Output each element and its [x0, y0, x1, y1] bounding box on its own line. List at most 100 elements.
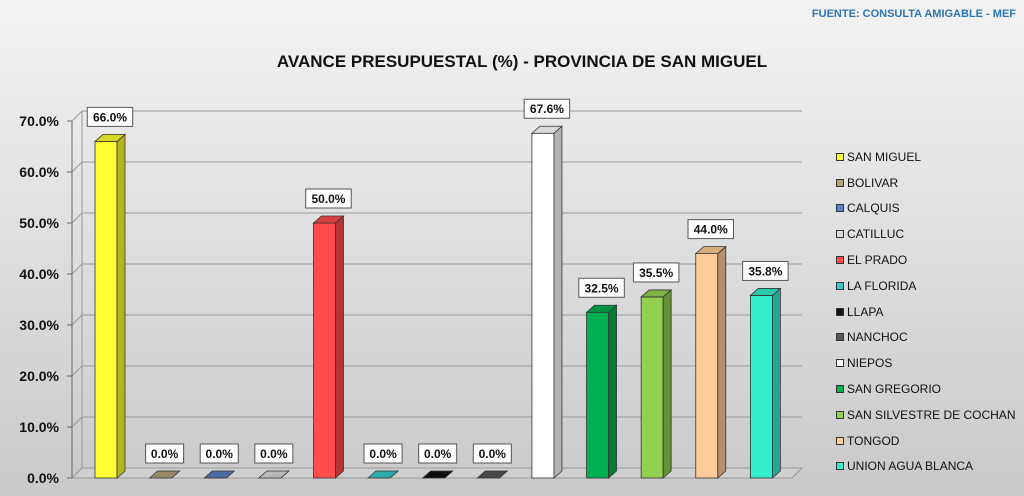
legend-label: NANCHOC — [847, 330, 908, 345]
y-tick-label: 60.0% — [19, 164, 59, 180]
legend-item: UNION AGUA BLANCA — [836, 454, 1022, 480]
bar — [148, 470, 181, 479]
legend-label: NIEPOS — [847, 356, 893, 371]
data-label: 32.5% — [578, 277, 625, 298]
legend-item: TONGOD — [836, 428, 1022, 454]
bar-front — [313, 222, 336, 479]
legend-swatch — [836, 307, 844, 316]
bar — [530, 125, 563, 479]
data-label-box — [418, 443, 458, 464]
gridline-slant — [71, 416, 83, 428]
bar-side — [116, 133, 126, 479]
gridline-slant — [71, 212, 83, 224]
legend-label: SAN MIGUEL — [847, 149, 922, 164]
legend-item: LLAPA — [836, 299, 1022, 325]
bar — [640, 289, 673, 479]
data-label-box — [363, 443, 403, 464]
bar — [476, 470, 509, 479]
legend-item: LA FLORIDA — [836, 273, 1022, 299]
legend-item: BOLIVAR — [836, 170, 1022, 196]
bar — [749, 287, 782, 479]
legend-item: CATILLUC — [836, 221, 1022, 247]
legend-label: SAN GREGORIO — [847, 382, 942, 397]
legend-swatch — [836, 256, 844, 265]
data-label-text: 50.0% — [311, 192, 345, 206]
bar-top — [367, 470, 400, 479]
legend-swatch — [836, 230, 844, 239]
bar-top — [530, 125, 563, 134]
data-label: 0.0% — [472, 443, 512, 464]
data-label-box — [523, 98, 571, 119]
legend-swatch — [836, 436, 844, 445]
legend-label: LA FLORIDA — [847, 278, 917, 293]
legend-item: NANCHOC — [836, 325, 1022, 351]
gridline-slant — [71, 314, 83, 326]
bar-top — [585, 304, 618, 313]
data-label-text: 32.5% — [585, 281, 619, 295]
data-label: 0.0% — [418, 443, 458, 464]
bar — [421, 470, 454, 479]
legend-swatch — [836, 462, 844, 471]
data-label-text: 0.0% — [479, 447, 507, 461]
legend-label: BOLIVAR — [847, 175, 899, 190]
bar — [257, 470, 290, 479]
legend-item: NIEPOS — [836, 350, 1022, 376]
gridline-slant — [71, 263, 83, 275]
source-note: FUENTE: CONSULTA AMIGABLE - MEF — [811, 8, 1016, 20]
data-label-text: 0.0% — [206, 447, 234, 461]
bar-front — [94, 140, 118, 479]
bar-front — [586, 311, 609, 479]
data-label: 67.6% — [523, 98, 571, 119]
legend-swatch — [836, 178, 844, 187]
legend-swatch — [836, 204, 844, 213]
data-label: 35.8% — [742, 260, 789, 281]
bar-top — [203, 470, 236, 479]
data-label-box — [578, 277, 625, 298]
legend-swatch — [836, 333, 844, 342]
bar-side — [717, 245, 727, 479]
gridline-slant — [71, 467, 83, 479]
bar-side — [608, 304, 617, 479]
data-label-box — [687, 219, 735, 240]
data-label-box — [472, 443, 512, 464]
data-label-text: 0.0% — [424, 447, 452, 461]
bar-side — [335, 215, 344, 479]
legend-label: UNION AGUA BLANCA — [847, 459, 974, 474]
bar-front — [695, 253, 719, 479]
data-label: 44.0% — [687, 219, 735, 240]
bar-top — [640, 289, 673, 298]
y-tick-label: 50.0% — [19, 215, 59, 231]
legend-swatch — [836, 359, 844, 368]
y-tick-label: 10.0% — [19, 419, 59, 435]
bar-top — [694, 246, 727, 255]
legend-item: CALQUIS — [836, 196, 1022, 222]
data-label-box — [254, 443, 294, 464]
bar — [694, 245, 727, 479]
legend-swatch — [836, 281, 844, 290]
bar-front — [531, 132, 555, 479]
gridline-slant — [71, 365, 83, 377]
legend-label: LLAPA — [847, 304, 884, 319]
legend-label: SAN SILVESTRE DE COCHAN — [847, 407, 1016, 422]
data-label: 35.5% — [632, 262, 680, 283]
data-label-box — [86, 106, 134, 127]
bar-side — [662, 289, 672, 479]
data-label-text: 66.0% — [93, 110, 127, 124]
legend-label: CATILLUC — [847, 227, 905, 242]
bar-front — [640, 296, 664, 479]
data-label: 50.0% — [305, 188, 352, 209]
data-label-box — [145, 443, 185, 464]
bar-top — [257, 470, 290, 479]
data-label-text: 0.0% — [151, 447, 179, 461]
legend-item: SAN GREGORIO — [836, 376, 1022, 402]
legend-item: EL PRADO — [836, 247, 1022, 273]
legend-label: TONGOD — [847, 433, 900, 448]
data-label-box — [199, 443, 239, 464]
y-tick-label: 70.0% — [19, 113, 59, 129]
bar — [203, 470, 236, 479]
y-tick-label: 40.0% — [19, 266, 59, 282]
legend-label: CALQUIS — [847, 201, 900, 216]
data-label-text: 67.6% — [530, 102, 564, 116]
